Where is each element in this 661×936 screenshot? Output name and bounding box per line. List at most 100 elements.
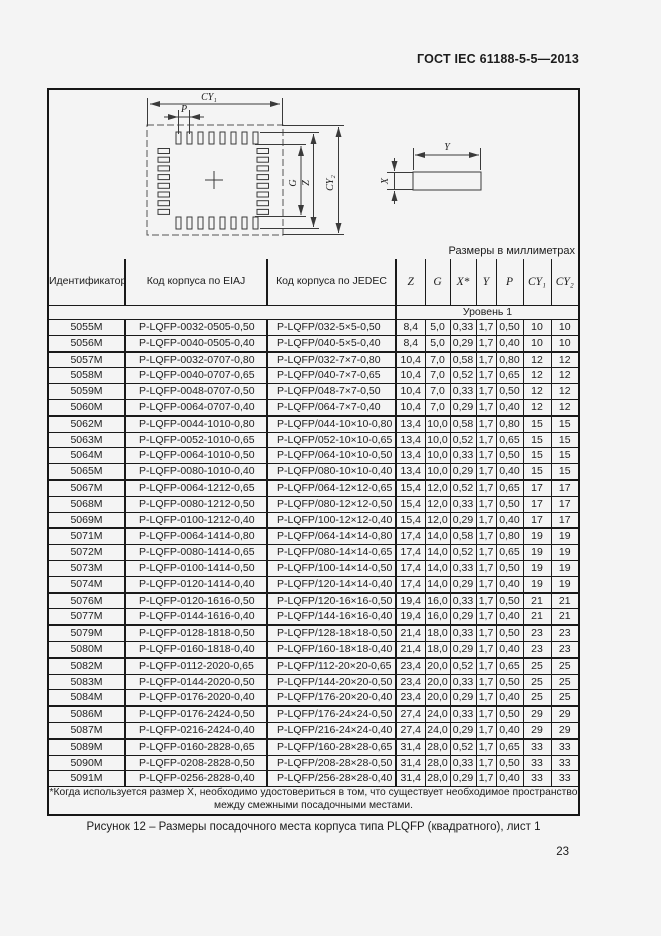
dim-g-cell: 7,0 xyxy=(424,383,451,400)
jedec-code-cell: P-LQFP/064-14×14-0,80 xyxy=(266,527,397,546)
dim-z-cell: 21,4 xyxy=(395,624,426,642)
eiaj-code-cell: P-LQFP-0064-1212-0,65 xyxy=(124,479,268,497)
dim-cy1-cell: 25 xyxy=(522,673,552,691)
land-pattern-id-cell: 5074M xyxy=(49,575,126,594)
eiaj-code-cell: P-LQFP-0256-2828-0,40 xyxy=(124,770,268,788)
dim-z-cell: 10,4 xyxy=(395,351,426,369)
dim-g-cell: 20,0 xyxy=(424,673,451,691)
dim-x-cell: 0,29 xyxy=(449,575,477,594)
dim-g-cell: 24,0 xyxy=(424,705,451,723)
land-pattern-id-cell: 5062M xyxy=(49,415,126,433)
dim-cy2-cell: 17 xyxy=(550,479,578,497)
eiaj-code-cell: P-LQFP-0080-1414-0,65 xyxy=(124,544,268,561)
dim-cy1-cell: 12 xyxy=(522,351,552,369)
jedec-code-cell: P-LQFP/256-28×28-0,40 xyxy=(266,770,397,788)
land-pattern-id-cell: 5059M xyxy=(49,383,126,400)
dim-y-cell: 1,7 xyxy=(475,415,497,433)
dim-y-cell: 1,7 xyxy=(475,479,497,497)
dim-g-cell: 18,0 xyxy=(424,624,451,642)
dim-p-cell: 0,50 xyxy=(495,592,524,610)
dim-x-cell: 0,52 xyxy=(449,479,477,497)
eiaj-code-cell: P-LQFP-0208-2828-0,50 xyxy=(124,754,268,772)
center-cross xyxy=(205,171,223,189)
table-row: 5083M P-LQFP-0144-2020-0,50 P-LQFP/144-20×… xyxy=(49,673,578,691)
dim-p-cell: 0,40 xyxy=(495,640,524,659)
dim-cy2-cell: 33 xyxy=(550,770,578,788)
jedec-code-cell: P-LQFP/112-20×20-0,65 xyxy=(266,657,397,675)
dim-cy2-cell: 33 xyxy=(550,754,578,772)
footnote-line-1: *Когда используется размер X, необходимо… xyxy=(49,787,578,799)
dim-y-cell: 1,7 xyxy=(475,640,497,659)
dim-cy2-cell: 12 xyxy=(550,367,578,385)
dim-p-cell: 0,40 xyxy=(495,511,524,530)
dim-z-cell: 23,4 xyxy=(395,689,426,708)
dim-g-cell: 28,0 xyxy=(424,738,451,756)
jedec-code-cell: P-LQFP/080-12×12-0,50 xyxy=(266,495,397,513)
dim-cy1-cell: 21 xyxy=(522,608,552,627)
land-pattern-id-cell: 5071M xyxy=(49,527,126,546)
dim-cy2-cell: 15 xyxy=(550,415,578,433)
dim-cy1-cell: 10 xyxy=(522,319,552,336)
table-row: 5062M P-LQFP-0044-1010-0,80 P-LQFP/044-10×… xyxy=(49,415,578,433)
dim-cy1-cell: 17 xyxy=(522,511,552,530)
table-row: 5072M P-LQFP-0080-1414-0,65 P-LQFP/080-14×… xyxy=(49,544,578,561)
table-body: 5055M P-LQFP-0032-0505-0,50 P-LQFP/032-5×5… xyxy=(49,319,578,788)
dim-cy1-cell: 33 xyxy=(522,770,552,788)
jedec-code-cell: P-LQFP/064-10×10-0,50 xyxy=(266,447,397,465)
dim-g: G xyxy=(255,144,306,217)
dim-g-cell: 10,0 xyxy=(424,463,451,481)
dim-z-cell: 31,4 xyxy=(395,754,426,772)
dim-cy2-cell: 12 xyxy=(550,398,578,417)
table-row: 5067M P-LQFP-0064-1212-0,65 P-LQFP/064-12×… xyxy=(49,479,578,497)
land-pattern-id-cell: 5086M xyxy=(49,705,126,723)
eiaj-code-cell: P-LQFP-0100-1212-0,40 xyxy=(124,511,268,530)
land-pattern-id-cell: 5057M xyxy=(49,351,126,369)
dim-g-cell: 7,0 xyxy=(424,398,451,417)
table-row: 5074M P-LQFP-0120-1414-0,40 P-LQFP/120-14×… xyxy=(49,575,578,594)
col-header-y: Y xyxy=(475,258,497,306)
land-pattern-drawing: CY₁ P xyxy=(146,92,482,236)
dim-p-cell: 0,80 xyxy=(495,415,524,433)
dim-z-cell: 10,4 xyxy=(395,398,426,417)
land-pattern-id-cell: 5083M xyxy=(49,673,126,691)
table-row: 5068M P-LQFP-0080-1212-0,50 P-LQFP/080-12×… xyxy=(49,495,578,513)
dim-g-cell: 14,0 xyxy=(424,575,451,594)
land-pattern-id-cell: 5077M xyxy=(49,608,126,627)
dim-y-cell: 1,7 xyxy=(475,431,497,449)
dim-y-cell: 1,7 xyxy=(475,657,497,675)
table-row: 5080M P-LQFP-0160-1818-0,40 P-LQFP/160-18×… xyxy=(49,640,578,659)
dim-z-cell: 15,4 xyxy=(395,495,426,513)
dim-x-cell: 0,33 xyxy=(449,495,477,513)
dim-g-cell: 10,0 xyxy=(424,415,451,433)
dim-cy1-cell: 12 xyxy=(522,383,552,400)
dim-cy2-cell: 19 xyxy=(550,544,578,561)
dim-cy1-cell: 19 xyxy=(522,575,552,594)
pad-detail: Y X xyxy=(380,142,482,204)
dim-g-cell: 5,0 xyxy=(424,319,451,336)
dim-cy1-cell: 15 xyxy=(522,463,552,481)
table-row: 5069M P-LQFP-0100-1212-0,40 P-LQFP/100-12×… xyxy=(49,511,578,530)
eiaj-code-cell: P-LQFP-0112-2020-0,65 xyxy=(124,657,268,675)
dim-y-cell: 1,7 xyxy=(475,463,497,481)
jedec-code-cell: P-LQFP/080-14×14-0,65 xyxy=(266,544,397,561)
eiaj-code-cell: P-LQFP-0044-1010-0,80 xyxy=(124,415,268,433)
dim-g-cell: 24,0 xyxy=(424,721,451,740)
dim-g-cell: 18,0 xyxy=(424,640,451,659)
dim-x-cell: 0,29 xyxy=(449,511,477,530)
dim-g-cell: 14,0 xyxy=(424,544,451,561)
dim-g-cell: 7,0 xyxy=(424,351,451,369)
dim-cy2-cell: 19 xyxy=(550,575,578,594)
dim-p-cell: 0,65 xyxy=(495,738,524,756)
land-pattern-id-cell: 5087M xyxy=(49,721,126,740)
dim-p-cell: 0,50 xyxy=(495,447,524,465)
dim-y-cell: 1,7 xyxy=(475,559,497,577)
dim-y-cell: 1,7 xyxy=(475,447,497,465)
jedec-code-cell: P-LQFP/064-12×12-0,65 xyxy=(266,479,397,497)
jedec-code-cell: P-LQFP/120-16×16-0,50 xyxy=(266,592,397,610)
land-pattern-id-cell: 5065M xyxy=(49,463,126,481)
eiaj-code-cell: P-LQFP-0040-0505-0,40 xyxy=(124,334,268,353)
dim-x-cell: 0,29 xyxy=(449,770,477,788)
dim-z-cell: 23,4 xyxy=(395,673,426,691)
dim-y-cell: 1,7 xyxy=(475,383,497,400)
jedec-code-cell: P-LQFP/052-10×10-0,65 xyxy=(266,431,397,449)
